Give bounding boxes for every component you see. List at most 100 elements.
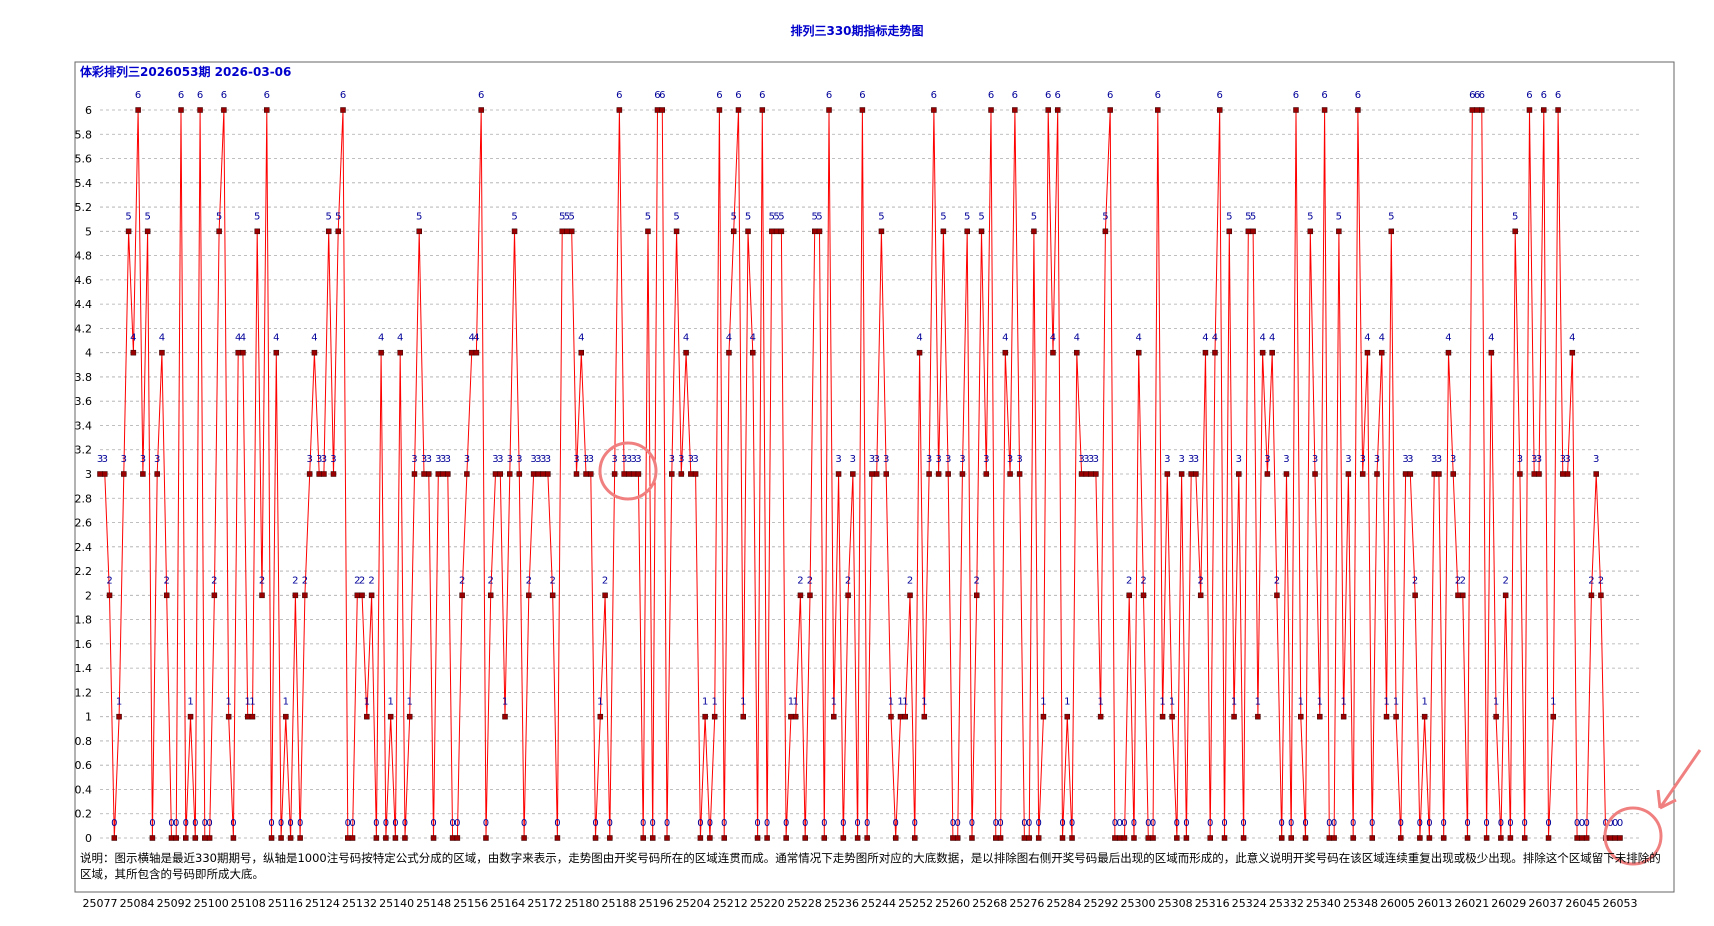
data-point-label: 0	[268, 818, 274, 829]
data-point-marker	[254, 228, 260, 235]
data-point-marker	[1374, 471, 1380, 477]
data-point-label: 4	[240, 333, 246, 344]
data-point-marker	[1450, 471, 1456, 477]
x-tick-label: 25316	[1195, 897, 1230, 910]
data-point-label: 6	[1107, 90, 1113, 101]
data-point-label: 1	[897, 697, 903, 708]
data-point-marker	[1269, 349, 1275, 356]
data-point-label: 1	[1255, 697, 1261, 708]
data-point-marker	[807, 592, 813, 599]
data-point-label: 0	[206, 818, 212, 829]
data-point-label: 0	[969, 818, 975, 829]
data-point-marker	[616, 107, 623, 113]
data-point-marker	[235, 349, 241, 356]
data-point-label: 5	[1336, 211, 1342, 222]
data-point-label: 6	[1355, 90, 1361, 101]
data-point-marker	[588, 471, 594, 477]
data-point-label: 4	[1136, 333, 1142, 344]
data-point-label: 3	[1345, 454, 1351, 465]
data-point-label: 5	[964, 211, 970, 222]
data-point-label: 0	[483, 818, 489, 829]
data-point-label: 0	[278, 818, 284, 829]
data-point-label: 5	[254, 211, 260, 222]
data-point-label: 0	[1574, 818, 1580, 829]
data-point-label: 1	[711, 697, 717, 708]
data-point-marker	[1197, 592, 1204, 599]
data-point-marker	[287, 835, 294, 841]
data-point-marker	[383, 835, 389, 841]
data-point-label: 1	[1169, 697, 1175, 708]
data-point-marker	[1083, 471, 1090, 477]
data-point-marker	[421, 471, 427, 477]
data-point-marker	[225, 713, 232, 720]
data-point-marker	[907, 592, 913, 599]
data-point-marker	[621, 471, 627, 477]
data-point-marker	[1440, 835, 1447, 841]
x-tick-label: 25212	[713, 897, 748, 910]
data-point-marker	[1097, 713, 1104, 720]
y-tick-label: 0.6	[75, 759, 93, 772]
data-point-marker	[1188, 471, 1194, 477]
y-tick-label: 3.2	[75, 444, 93, 457]
data-point-marker	[692, 471, 699, 477]
data-point-label: 3	[411, 454, 417, 465]
data-point-marker	[916, 349, 923, 356]
data-point-label: 1	[283, 697, 289, 708]
y-tick-label: 3.6	[75, 395, 93, 408]
data-point-marker	[192, 835, 199, 841]
y-tick-label: 1.4	[75, 662, 93, 675]
data-point-marker	[416, 228, 422, 235]
x-tick-label: 26013	[1417, 897, 1452, 910]
data-point-marker	[140, 471, 146, 477]
data-point-marker	[1202, 349, 1209, 356]
data-point-marker	[1545, 835, 1552, 841]
data-point-label: 4	[1364, 333, 1370, 344]
y-tick-label: 2	[85, 589, 92, 602]
data-point-label: 2	[292, 575, 298, 586]
data-point-label: 1	[788, 697, 794, 708]
data-point-label: 1	[1340, 697, 1346, 708]
data-point-marker	[1493, 713, 1499, 720]
highlight-circle-mid	[598, 441, 658, 501]
data-point-label: 6	[1541, 90, 1547, 101]
data-point-label: 1	[1097, 697, 1103, 708]
data-point-marker	[1479, 107, 1485, 113]
x-tick-label: 25292	[1083, 897, 1118, 910]
data-point-label: 2	[359, 575, 365, 586]
data-point-marker	[1012, 107, 1018, 113]
y-tick-label: 3	[85, 468, 92, 481]
data-point-marker	[106, 592, 113, 599]
data-point-label: 6	[716, 90, 722, 101]
data-point-label: 4	[1259, 333, 1265, 344]
data-point-marker	[406, 713, 413, 720]
data-point-label: 0	[893, 818, 899, 829]
data-point-marker	[459, 592, 465, 599]
data-point-label: 2	[1140, 575, 1146, 586]
data-point-marker	[649, 835, 656, 841]
data-point-label: 0	[449, 818, 455, 829]
data-point-label: 3	[626, 454, 632, 465]
data-point-label: 5	[144, 211, 150, 222]
data-point-marker	[445, 471, 451, 477]
data-point-marker	[1617, 835, 1623, 841]
data-point-marker	[497, 471, 504, 477]
data-point-label: 5	[1512, 211, 1518, 222]
data-point-label: 0	[192, 818, 198, 829]
data-point-label: 0	[383, 818, 389, 829]
x-tick-label: 25228	[787, 897, 822, 910]
data-point-label: 0	[1131, 818, 1137, 829]
x-tick-label: 26005	[1380, 897, 1415, 910]
data-point-label: 2	[354, 575, 360, 586]
data-point-marker	[1312, 471, 1318, 477]
data-point-label: 2	[1460, 575, 1466, 586]
data-point-marker	[149, 835, 156, 841]
data-point-marker	[1526, 107, 1533, 113]
data-point-marker	[1231, 713, 1237, 720]
data-point-marker	[583, 471, 589, 477]
data-point-label: 0	[1059, 818, 1065, 829]
data-point-marker	[197, 107, 203, 113]
data-point-label: 2	[164, 575, 170, 586]
data-point-label: 2	[1412, 575, 1418, 586]
data-point-marker	[1536, 471, 1542, 477]
data-point-marker	[530, 471, 537, 477]
